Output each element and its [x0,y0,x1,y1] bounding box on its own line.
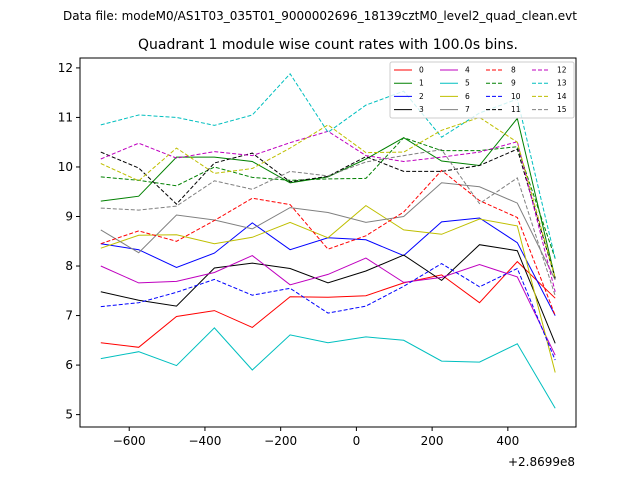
series-line-6 [100,204,556,373]
y-tick-label: 8 [65,259,73,273]
legend-label-10: 10 [511,92,521,101]
series-line-4 [100,255,556,356]
legend-label-1: 1 [419,79,424,88]
y-tick-label: 12 [58,61,73,75]
series-line-11 [100,148,556,279]
legend-label-4: 4 [465,66,470,75]
legend-box [389,61,575,119]
legend-label-3: 3 [419,105,424,114]
plot-frame [79,57,577,428]
series-line-0 [100,260,556,348]
y-tick-label: 5 [65,408,73,422]
x-tick-label: −600 [113,434,146,448]
legend-label-14: 14 [557,92,567,101]
legend-label-0: 0 [419,66,424,75]
legend-label-8: 8 [511,66,516,75]
legend-label-2: 2 [419,92,424,101]
x-tick-label: −400 [188,434,221,448]
legend-label-13: 13 [557,79,567,88]
series-line-5 [100,327,556,409]
series-line-3 [100,244,556,344]
y-tick-label: 9 [65,209,73,223]
x-tick-label: 200 [421,434,444,448]
legend-label-9: 9 [511,79,516,88]
legend-label-6: 6 [465,92,470,101]
x-tick-label: −200 [264,434,297,448]
y-tick-label: 6 [65,358,73,372]
x-tick-label: 0 [353,434,361,448]
chart-suptitle: Data file: modeM0/AS1T03_035T01_90000026… [63,9,577,23]
x-offset-label: +2.8699e8 [508,455,575,469]
y-tick-label: 7 [65,309,73,323]
series-line-9 [100,137,556,259]
legend-label-11: 11 [511,105,521,114]
series-line-8 [100,169,556,316]
chart-title: Quadrant 1 module wise count rates with … [138,37,518,53]
legend-label-12: 12 [557,66,567,75]
legend-label-7: 7 [465,105,470,114]
plot-lines [100,72,556,409]
series-line-12 [100,130,556,292]
series-line-7 [100,182,556,281]
series-line-14 [100,116,556,279]
y-tick-label: 10 [58,160,73,174]
legend-label-15: 15 [557,105,567,114]
x-tick-label: 400 [496,434,519,448]
y-tick-label: 11 [58,110,73,124]
series-line-10 [100,263,556,361]
series-line-15 [100,149,556,296]
legend-label-5: 5 [465,79,470,88]
